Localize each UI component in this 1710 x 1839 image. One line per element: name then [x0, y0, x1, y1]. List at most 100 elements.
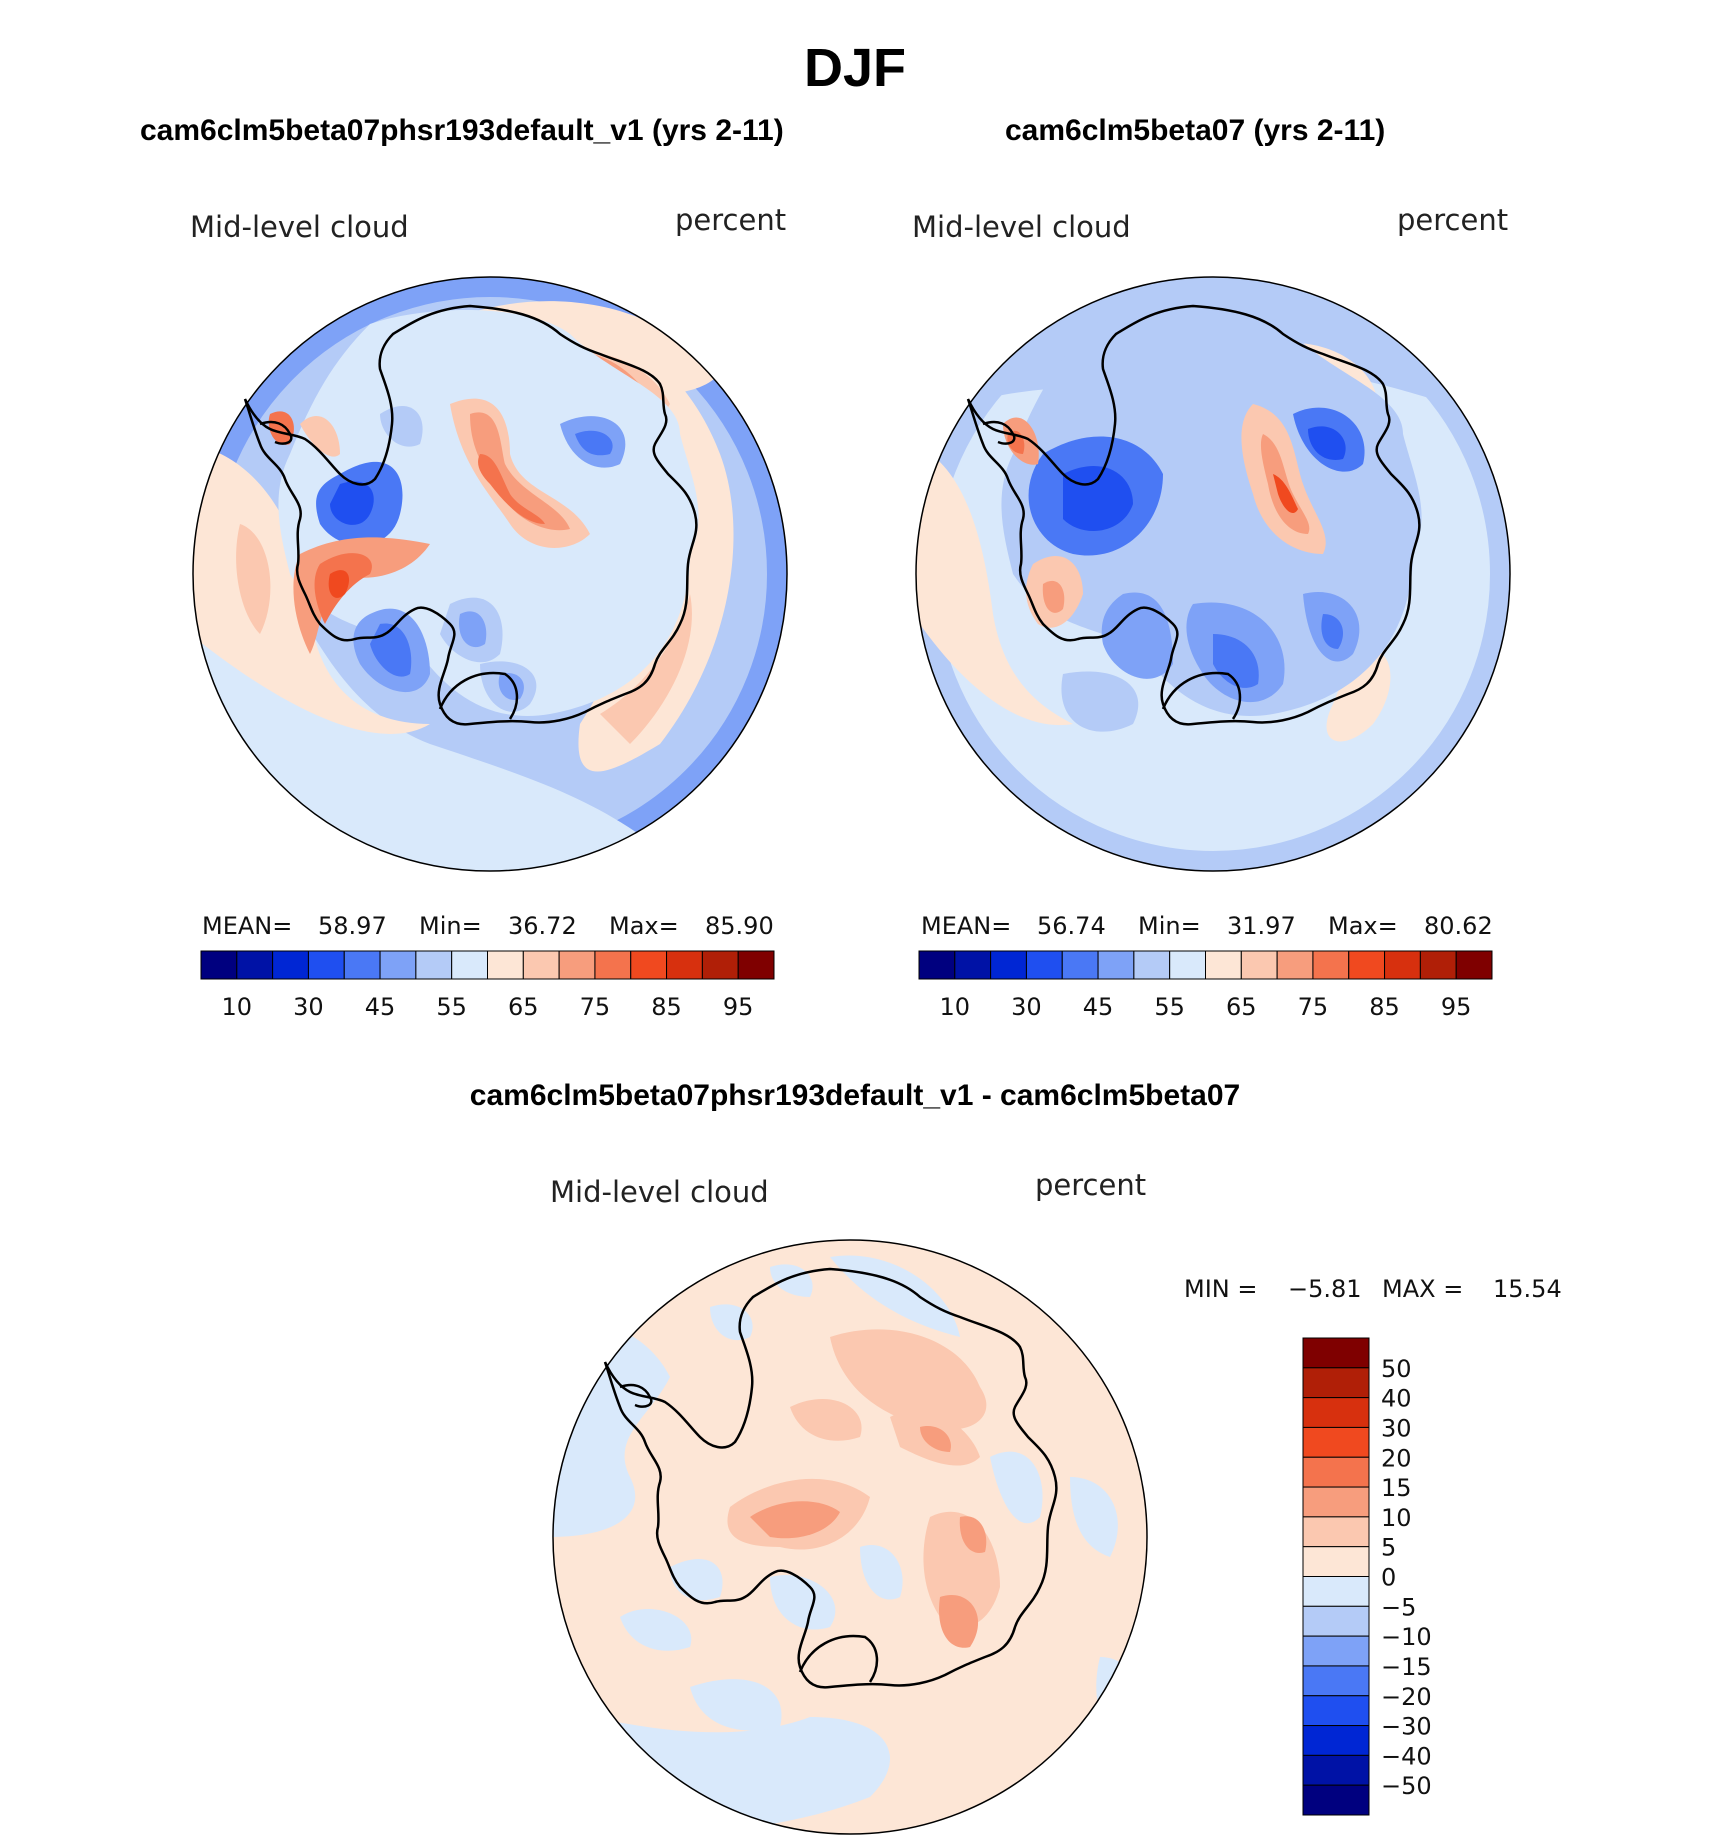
diff-field-label: Mid-level cloud: [550, 1175, 769, 1209]
colorbar-1-tick-label: 85: [651, 993, 682, 1021]
colorbar-diff-tick-label: −50: [1381, 1772, 1432, 1800]
colorbar-diff-swatch-11: [1302, 1665, 1370, 1697]
panel-2-min-label: Min=: [1138, 912, 1201, 940]
colorbar-2-swatch-4: [1061, 950, 1099, 980]
figure-title: DJF: [804, 38, 906, 98]
panel-2-max-value: 80.62: [1424, 912, 1493, 940]
colorbar-2-tick-label: 10: [940, 993, 971, 1021]
colorbar-diff-tick-label: 40: [1381, 1385, 1412, 1413]
colorbar-diff-tick-label: −40: [1381, 1742, 1432, 1770]
panel-1-max-value: 85.90: [705, 912, 774, 940]
colorbar-1-swatch-2: [272, 950, 309, 980]
colorbar-2-swatch-1: [954, 950, 992, 980]
diff-min-value: −5.81: [1288, 1275, 1362, 1303]
diff-units: percent: [1035, 1168, 1146, 1202]
colorbar-1-swatch-10: [558, 950, 596, 980]
panel-1-title: cam6clm5beta07phsr193default_v1 (yrs 2-1…: [140, 114, 784, 147]
panel-2-units: percent: [1397, 203, 1508, 237]
colorbar-diff-tick-label: −20: [1381, 1683, 1432, 1711]
panel-2-mean-label: MEAN=: [921, 912, 1011, 940]
colorbar-diff-tick-label: −5: [1381, 1593, 1416, 1621]
colorbar-1-swatch-15: [737, 950, 775, 980]
colorbar-1-tick-label: 65: [508, 993, 539, 1021]
colorbar-diff-tick-label: 50: [1381, 1355, 1412, 1383]
panel-1-mean-label: MEAN=: [202, 912, 292, 940]
colorbar-diff-swatch-1: [1302, 1367, 1370, 1399]
panel-1-min-label: Min=: [419, 912, 482, 940]
colorbar-1-swatch-14: [701, 950, 739, 980]
colorbar-1-swatch-4: [343, 950, 381, 980]
colorbar-1-swatch-8: [487, 950, 524, 980]
colorbar-1-swatch-3: [307, 950, 345, 980]
colorbar-2-swatch-6: [1133, 950, 1171, 980]
diff-stats: MIN = −5.81 MAX = 15.54: [1184, 1275, 1562, 1303]
panel-1-min-value: 36.72: [508, 912, 577, 940]
colorbar-diff-swatch-10: [1302, 1635, 1370, 1667]
colorbar-diff-tick-label: 0: [1381, 1564, 1396, 1592]
panel-1-max-label: Max=: [609, 912, 679, 940]
diff-panel-title: cam6clm5beta07phsr193default_v1 - cam6cl…: [470, 1079, 1240, 1112]
colorbar-1-tick-label: 75: [580, 993, 611, 1021]
panel-1-field-label: Mid-level cloud: [190, 210, 409, 244]
colorbar-1-swatch-5: [379, 950, 417, 980]
colorbar-2-tick-label: 85: [1369, 993, 1400, 1021]
colorbar-diff-swatch-6: [1302, 1516, 1370, 1548]
colorbar-diff-tick-label: 30: [1381, 1414, 1412, 1442]
colorbar-diff-tick-label: 10: [1381, 1504, 1412, 1532]
colorbar-2-swatch-14: [1419, 950, 1457, 980]
colorbar-diff-swatch-3: [1302, 1426, 1370, 1458]
colorbar-panel-2: 10 30 45 55 65 75 85 95: [918, 950, 1493, 1021]
colorbar-2-swatch-11: [1312, 950, 1350, 980]
colorbar-2-tick-label: 45: [1083, 993, 1114, 1021]
colorbar-diff-swatch-8: [1302, 1576, 1370, 1607]
colorbar-2-tick-label: 95: [1441, 993, 1472, 1021]
panel-2-title: cam6clm5beta07 (yrs 2-11): [1005, 114, 1385, 147]
colorbar-2-swatch-9: [1240, 950, 1278, 980]
colorbar-2-tick-label: 75: [1298, 993, 1329, 1021]
diff-max-label: MAX =: [1382, 1275, 1463, 1303]
panel-2-min-value: 31.97: [1227, 912, 1296, 940]
colorbar-diff-swatch-4: [1302, 1456, 1370, 1488]
colorbar-diff-tick-label: 5: [1381, 1534, 1396, 1562]
panel-2-max-label: Max=: [1328, 912, 1398, 940]
diff-min-label: MIN =: [1184, 1275, 1257, 1303]
colorbar-1-swatch-11: [594, 950, 632, 980]
colorbar-1-swatch-6: [415, 950, 453, 980]
colorbar-2-tick-label: 55: [1154, 993, 1185, 1021]
colorbar-2-tick-label: 65: [1226, 993, 1257, 1021]
colorbar-diff-swatch-2: [1302, 1397, 1370, 1428]
colorbar-2-swatch-2: [990, 950, 1027, 980]
colorbar-1-tick-label: 55: [436, 993, 467, 1021]
colorbar-diff-swatch-7: [1302, 1546, 1370, 1577]
colorbar-diff-tick-label: −10: [1381, 1623, 1432, 1651]
colorbar-2-swatch-8: [1205, 950, 1242, 980]
map-panel-1: [192, 276, 788, 872]
colorbar-1-tick-label: 30: [293, 993, 324, 1021]
colorbar-diff-swatch-13: [1302, 1725, 1370, 1756]
map-panel-2: [915, 276, 1511, 872]
map-difference: [552, 1239, 1148, 1835]
colorbar-diff-swatch-15: [1302, 1784, 1370, 1816]
panel-1-units: percent: [675, 203, 786, 237]
colorbar-1-tick-label: 45: [365, 993, 396, 1021]
colorbar-1-swatch-0: [200, 950, 238, 980]
colorbar-2-tick-label: 30: [1011, 993, 1042, 1021]
colorbar-1-swatch-13: [666, 950, 703, 980]
colorbar-2-swatch-13: [1384, 950, 1421, 980]
colorbar-2-swatch-10: [1276, 950, 1314, 980]
colorbar-2-swatch-7: [1169, 950, 1206, 980]
panel-2-mean-value: 56.74: [1037, 912, 1106, 940]
colorbar-diff-swatch-9: [1302, 1605, 1370, 1637]
colorbar-diff-tick-label: 20: [1381, 1444, 1412, 1472]
colorbar-diff-tick-label: −15: [1381, 1653, 1432, 1681]
panel-1-stats: MEAN= 58.97 Min= 36.72 Max= 85.90: [202, 912, 774, 940]
diff-max-value: 15.54: [1493, 1275, 1562, 1303]
panel-2-field-label: Mid-level cloud: [912, 210, 1131, 244]
colorbar-2-swatch-15: [1455, 950, 1493, 980]
colorbar-panel-1: 10 30 45 55 65 75 85 95: [200, 950, 775, 1021]
colorbar-diff-tick-label: −30: [1381, 1713, 1432, 1741]
panel-2-stats: MEAN= 56.74 Min= 31.97 Max= 80.62: [921, 912, 1493, 940]
colorbar-diff-swatch-0: [1302, 1337, 1370, 1369]
